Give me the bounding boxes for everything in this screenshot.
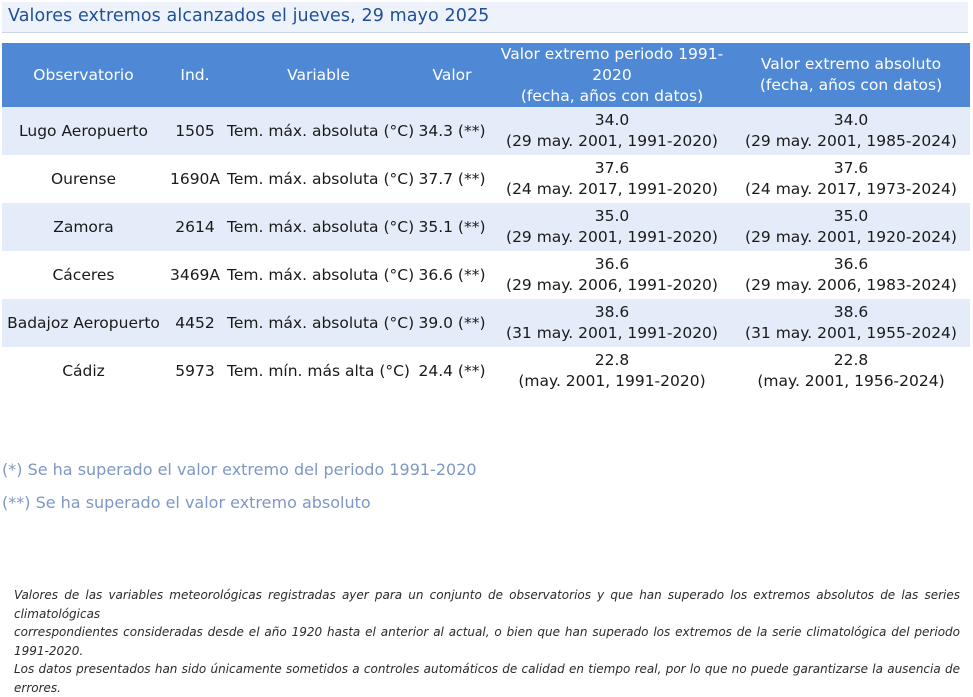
table-row: Badajoz Aeropuerto 4452 Tem. máx. absolu… xyxy=(2,299,970,347)
cell-absoluto: 34.0 (29 may. 2001, 1985-2024) xyxy=(732,107,970,155)
header-ind: Ind. xyxy=(165,43,225,107)
cell-ind: 4452 xyxy=(165,299,225,347)
cell-observatorio: Ourense xyxy=(2,155,165,203)
header-absoluto: Valor extremo absoluto (fecha, años con … xyxy=(732,43,970,107)
legend-notes: (*) Se ha superado el valor extremo del … xyxy=(2,458,477,524)
cell-valor: 34.3 (**) xyxy=(412,107,492,155)
footnote-line-3: Los datos presentados han sido únicament… xyxy=(14,662,960,695)
table-row: Lugo Aeropuerto 1505 Tem. máx. absoluta … xyxy=(2,107,970,155)
header-absoluto-line1: Valor extremo absoluto xyxy=(760,55,942,73)
cell-ind: 5973 xyxy=(165,347,225,395)
table-row: Cádiz 5973 Tem. mín. más alta (°C) 24.4 … xyxy=(2,347,970,395)
cell-observatorio: Lugo Aeropuerto xyxy=(2,107,165,155)
header-absoluto-line2: (fecha, años con datos) xyxy=(759,76,943,94)
cell-periodo: 34.0 (29 may. 2001, 1991-2020) xyxy=(492,107,732,155)
periodo-value: 37.6 xyxy=(594,159,630,177)
periodo-value: 34.0 xyxy=(594,111,630,129)
cell-valor: 24.4 (**) xyxy=(412,347,492,395)
cell-valor: 37.7 (**) xyxy=(412,155,492,203)
absoluto-value: 22.8 xyxy=(833,351,869,369)
absoluto-value: 38.6 xyxy=(833,303,869,321)
periodo-value: 38.6 xyxy=(594,303,630,321)
cell-variable: Tem. máx. absoluta (°C) xyxy=(225,107,414,155)
table-header-row: Observatorio Ind. Variable Valor Valor e… xyxy=(2,43,970,107)
periodo-value: 36.6 xyxy=(594,255,630,273)
note-single-star: (*) Se ha superado el valor extremo del … xyxy=(2,460,477,479)
cell-variable: Tem. máx. absoluta (°C) xyxy=(225,155,414,203)
cell-periodo: 22.8 (may. 2001, 1991-2020) xyxy=(492,347,732,395)
cell-variable: Tem. mín. más alta (°C) xyxy=(225,347,412,395)
cell-absoluto: 37.6 (24 may. 2017, 1973-2024) xyxy=(732,155,970,203)
table-row: Zamora 2614 Tem. máx. absoluta (°C) 35.1… xyxy=(2,203,970,251)
absoluto-detail: (29 may. 2001, 1985-2024) xyxy=(745,132,957,150)
cell-ind: 1505 xyxy=(165,107,225,155)
header-observatorio: Observatorio xyxy=(2,43,165,107)
header-variable: Variable xyxy=(225,43,412,107)
absoluto-value: 35.0 xyxy=(833,207,869,225)
cell-periodo: 37.6 (24 may. 2017, 1991-2020) xyxy=(492,155,732,203)
table-row: Ourense 1690A Tem. máx. absoluta (°C) 37… xyxy=(2,155,970,203)
absoluto-detail: (29 may. 2006, 1983-2024) xyxy=(745,276,957,294)
page-title: Valores extremos alcanzados el jueves, 2… xyxy=(8,6,490,26)
periodo-detail: (29 may. 2001, 1991-2020) xyxy=(506,132,718,150)
footnote-line-2: correspondientes consideradas desde el a… xyxy=(14,625,960,658)
cell-absoluto: 38.6 (31 may. 2001, 1955-2024) xyxy=(732,299,970,347)
periodo-detail: (29 may. 2006, 1991-2020) xyxy=(506,276,718,294)
header-periodo-line2: (fecha, años con datos) xyxy=(520,86,704,105)
absoluto-detail: (31 may. 2001, 1955-2024) xyxy=(745,324,957,342)
cell-valor: 36.6 (**) xyxy=(412,251,492,299)
cell-absoluto: 36.6 (29 may. 2006, 1983-2024) xyxy=(732,251,970,299)
periodo-detail: (29 may. 2001, 1991-2020) xyxy=(506,228,718,246)
footnote: Valores de las variables meteorológicas … xyxy=(14,586,960,697)
absoluto-detail: (may. 2001, 1956-2024) xyxy=(757,372,945,390)
footnote-line-1: Valores de las variables meteorológicas … xyxy=(14,588,960,621)
cell-observatorio: Cádiz xyxy=(2,347,165,395)
cell-variable: Tem. máx. absoluta (°C) xyxy=(225,203,414,251)
cell-observatorio: Zamora xyxy=(2,203,165,251)
cell-observatorio: Cáceres xyxy=(2,251,165,299)
header-periodo-line1: Valor extremo periodo 1991-2020 xyxy=(500,44,724,84)
periodo-detail: (may. 2001, 1991-2020) xyxy=(518,372,706,390)
cell-variable: Tem. máx. absoluta (°C) xyxy=(225,299,414,347)
cell-ind: 3469A xyxy=(165,251,225,299)
cell-periodo: 35.0 (29 may. 2001, 1991-2020) xyxy=(492,203,732,251)
cell-valor: 35.1 (**) xyxy=(412,203,492,251)
cell-absoluto: 22.8 (may. 2001, 1956-2024) xyxy=(732,347,970,395)
cell-absoluto: 35.0 (29 may. 2001, 1920-2024) xyxy=(732,203,970,251)
periodo-value: 22.8 xyxy=(594,351,630,369)
table-row: Cáceres 3469A Tem. máx. absoluta (°C) 36… xyxy=(2,251,970,299)
periodo-detail: (31 may. 2001, 1991-2020) xyxy=(506,324,718,342)
absoluto-value: 34.0 xyxy=(833,111,869,129)
cell-periodo: 38.6 (31 may. 2001, 1991-2020) xyxy=(492,299,732,347)
cell-valor: 39.0 (**) xyxy=(412,299,492,347)
extremes-table: Observatorio Ind. Variable Valor Valor e… xyxy=(2,43,970,395)
cell-observatorio: Badajoz Aeropuerto xyxy=(2,299,165,347)
header-valor: Valor xyxy=(412,43,492,107)
periodo-detail: (24 may. 2017, 1991-2020) xyxy=(506,180,718,198)
title-bar: Valores extremos alcanzados el jueves, 2… xyxy=(2,2,968,33)
cell-ind: 1690A xyxy=(165,155,225,203)
cell-variable: Tem. máx. absoluta (°C) xyxy=(225,251,414,299)
header-periodo: Valor extremo periodo 1991-2020 (fecha, … xyxy=(492,43,732,107)
cell-ind: 2614 xyxy=(165,203,225,251)
absoluto-detail: (24 may. 2017, 1973-2024) xyxy=(745,180,957,198)
absoluto-value: 37.6 xyxy=(833,159,869,177)
absoluto-detail: (29 may. 2001, 1920-2024) xyxy=(745,228,957,246)
periodo-value: 35.0 xyxy=(594,207,630,225)
absoluto-value: 36.6 xyxy=(833,255,869,273)
cell-periodo: 36.6 (29 may. 2006, 1991-2020) xyxy=(492,251,732,299)
note-double-star: (**) Se ha superado el valor extremo abs… xyxy=(2,493,371,512)
